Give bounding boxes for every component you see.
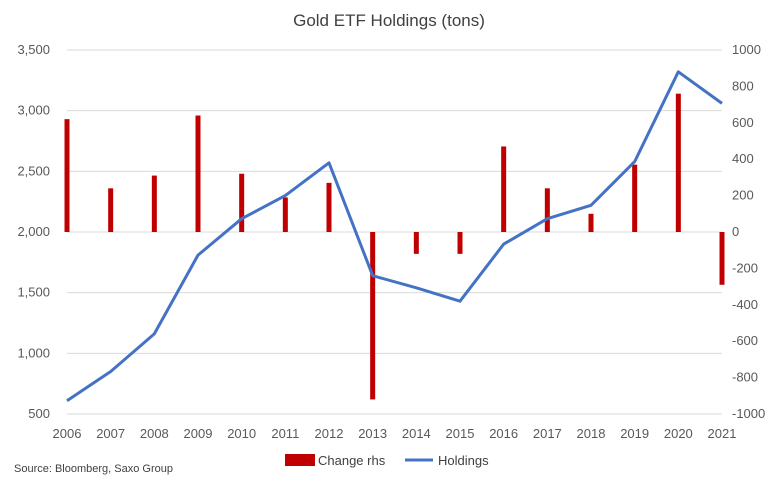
legend-label-change: Change rhs — [318, 453, 386, 468]
left-axis-tick-label: 1,500 — [17, 285, 50, 300]
change-bar — [151, 175, 157, 232]
change-bar — [632, 164, 638, 232]
change-bar — [719, 232, 725, 285]
left-axis-tick-label: 2,000 — [17, 224, 50, 239]
x-axis-tick-label: 2010 — [227, 426, 256, 441]
right-axis-tick-label: -600 — [732, 333, 758, 348]
change-bar — [413, 232, 419, 254]
right-axis-tick-label: 800 — [732, 78, 754, 93]
right-axis-tick-label: -200 — [732, 260, 758, 275]
holdings-line — [66, 70, 723, 402]
x-axis-tick-label: 2015 — [446, 426, 475, 441]
right-axis-tick-label: -1000 — [732, 406, 765, 421]
left-axis-tick-label: 500 — [28, 406, 50, 421]
change-bar — [675, 93, 681, 233]
change-bar — [544, 188, 550, 232]
x-axis-tick-label: 2007 — [96, 426, 125, 441]
change-bar — [195, 115, 201, 232]
legend-swatch-change — [285, 454, 315, 466]
x-axis-tick-label: 2012 — [315, 426, 344, 441]
right-axis-tick-label: -400 — [732, 297, 758, 312]
left-axis-tick-label: 1,000 — [17, 345, 50, 360]
right-axis-tick-label: 1000 — [732, 42, 761, 57]
right-axis-tick-label: 600 — [732, 115, 754, 130]
change-bar — [239, 173, 245, 232]
x-axis-tick-label: 2018 — [577, 426, 606, 441]
x-axis-tick-label: 2011 — [271, 426, 299, 441]
change-bar — [64, 119, 70, 232]
left-axis-tick-label: 2,500 — [17, 163, 50, 178]
x-axis-tick-label: 2006 — [53, 426, 82, 441]
x-axis-tick-label: 2021 — [708, 426, 737, 441]
change-bar — [108, 188, 114, 232]
chart-title: Gold ETF Holdings (tons) — [293, 11, 485, 30]
x-axis-tick-label: 2020 — [664, 426, 693, 441]
legend-label-holdings: Holdings — [438, 453, 489, 468]
left-axis-tick-label: 3,500 — [17, 42, 50, 57]
right-axis-tick-label: 0 — [732, 224, 739, 239]
grid-lines — [67, 49, 722, 415]
x-axis-ticks: 2006 2007 2008 2009 2010 2011 2012 2013 2014 2015… — [53, 426, 737, 441]
holdings-line-layer — [66, 70, 723, 402]
right-axis-tick-label: -800 — [732, 370, 758, 385]
change-bar — [282, 197, 288, 232]
left-axis-tick-label: 3,000 — [17, 103, 50, 118]
change-bar — [326, 182, 332, 232]
x-axis-tick-label: 2016 — [489, 426, 518, 441]
change-bar — [457, 232, 463, 254]
x-axis-tick-label: 2014 — [402, 426, 431, 441]
right-axis-tick-label: 400 — [732, 151, 754, 166]
legend: Change rhs Holdings — [285, 453, 489, 468]
x-axis-tick-label: 2017 — [533, 426, 562, 441]
x-axis-tick-label: 2008 — [140, 426, 169, 441]
change-bars — [64, 93, 725, 400]
change-bar — [370, 232, 376, 400]
x-axis-tick-label: 2009 — [184, 426, 213, 441]
change-bar — [501, 146, 507, 232]
right-axis-tick-label: 200 — [732, 188, 754, 203]
left-axis-ticks: 500 1,000 1,500 2,000 2,500 3,000 3,500 — [17, 42, 50, 421]
x-axis-tick-label: 2019 — [620, 426, 649, 441]
source-note: Source: Bloomberg, Saxo Group — [14, 463, 173, 475]
right-axis-ticks: -1000 -800 -600 -400 -200 0 200 400 600 800 1000 — [732, 42, 765, 421]
change-bar — [588, 213, 594, 232]
x-axis-tick-label: 2013 — [358, 426, 387, 441]
